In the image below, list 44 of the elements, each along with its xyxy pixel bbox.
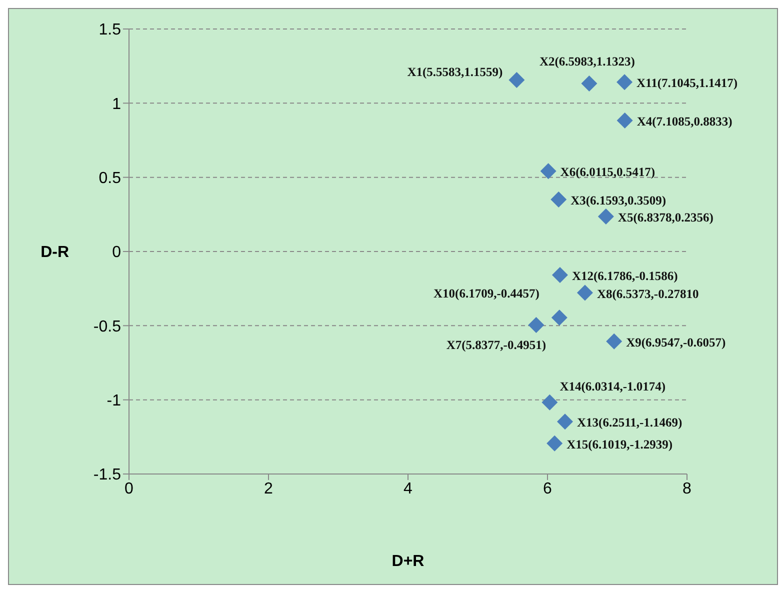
point (581, 76, 598, 92)
x-axis-title: D+R (392, 553, 425, 570)
point (598, 208, 614, 225)
point (606, 333, 622, 350)
x-tick-label: 0 (124, 480, 134, 498)
y-tick-label: -1.5 (93, 466, 122, 484)
point (542, 394, 558, 410)
y-tick-label: 0.5 (98, 170, 122, 188)
point (508, 72, 525, 88)
annotation: X12(6.1786,-0.1586) (572, 269, 678, 284)
annotation: X6(6.0115,0.5417) (560, 165, 656, 180)
x-tick-label: 4 (404, 480, 413, 498)
point (528, 316, 544, 333)
point (550, 191, 567, 208)
x-tick-label: 2 (264, 480, 274, 498)
point (546, 435, 563, 452)
y-tick-label: -1 (106, 392, 122, 410)
annotation: X11(7.1045,1.1417) (636, 76, 738, 90)
annotation: X8(6.5373,-0.27810 (596, 286, 699, 301)
point (557, 414, 574, 430)
y-tick-label: -0.5 (93, 318, 122, 336)
annotation: X4(7.1085,0.8833) (636, 114, 732, 128)
y-tick-label: 1 (112, 96, 122, 113)
y-axis-title: D-R (40, 244, 70, 262)
annotation: X13(6.2511,-1.1469) (577, 416, 682, 430)
y-tick-label: 0 (112, 244, 122, 262)
annotation: X15(6.1019,-1.2939) (566, 437, 672, 452)
x-tick-label: 6 (543, 480, 552, 498)
point (576, 284, 593, 301)
annotation: X3(6.1593,0.3509) (570, 193, 666, 208)
point (540, 163, 556, 180)
annotation: X14(6.0314,-1.0174) (560, 379, 666, 394)
annotation: X10(6.1709,-0.4457) (434, 286, 540, 301)
point (616, 74, 633, 90)
point (616, 112, 633, 128)
y-tick-label: 1.5 (98, 22, 122, 39)
point (552, 267, 568, 284)
annotation: X1(5.5583,1.1559) (407, 65, 503, 80)
annotation: X2(6.5983,1.1323) (539, 54, 635, 69)
point (551, 310, 568, 326)
x-tick-label: 8 (682, 480, 692, 498)
annotation: X7(5.8377,-0.4951) (446, 338, 546, 352)
annotation: X9(6.9547,-0.6057) (626, 335, 726, 350)
annotation: X5(6.8378,0.2356) (618, 210, 714, 225)
